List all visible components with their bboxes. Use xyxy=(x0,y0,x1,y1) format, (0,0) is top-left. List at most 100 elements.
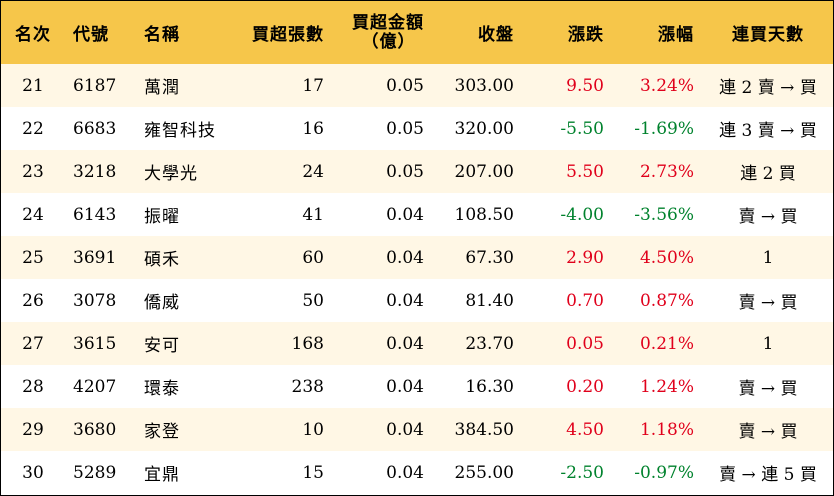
table-row: 27 3615 安可 168 0.04 23.70 0.05 0.21% 1 xyxy=(1,322,833,365)
cell-close-price: 108.50 xyxy=(454,204,514,225)
cell-consecutive-buy-days: 賣 → 買 xyxy=(738,379,798,399)
cell-net-buy-amount: 0.04 xyxy=(386,376,424,397)
cell-change-percent: 4.50% xyxy=(639,247,694,268)
cell-stock-code: 5289 xyxy=(73,462,117,483)
header-change: 漲跌 xyxy=(568,25,604,45)
cell-consecutive-buy-days: 賣 → 連 5 買 xyxy=(719,465,817,485)
header-net-buy-amount: 買超金額 （億） xyxy=(331,1,424,64)
header-change-percent: 漲幅 xyxy=(658,25,694,45)
cell-change-percent: 1.24% xyxy=(639,376,694,397)
cell-net-buy-amount: 0.04 xyxy=(386,462,424,483)
table-row: 21 6187 萬潤 17 0.05 303.00 9.50 3.24% 連 2 賣 → 買 xyxy=(1,64,833,107)
header-close: 收盤 xyxy=(478,25,514,45)
table-row: 25 3691 碩禾 60 0.04 67.30 2.90 4.50% 1 xyxy=(1,236,833,279)
cell-rank: 25 xyxy=(22,247,44,268)
cell-stock-name: 環泰 xyxy=(144,379,180,399)
cell-net-buy-amount: 0.04 xyxy=(386,419,424,440)
cell-stock-name: 宜鼎 xyxy=(144,465,180,485)
cell-price-change: 0.20 xyxy=(566,376,604,397)
table-row: 24 6143 振曜 41 0.04 108.50 -4.00 -3.56% 賣 → 買 xyxy=(1,193,833,236)
cell-consecutive-buy-days: 連 3 賣 → 買 xyxy=(719,121,817,141)
cell-change-percent: 3.24% xyxy=(639,75,694,96)
cell-rank: 27 xyxy=(22,333,44,354)
cell-close-price: 81.40 xyxy=(465,290,514,311)
cell-stock-name: 僑威 xyxy=(144,293,180,313)
cell-net-buy-shares: 17 xyxy=(302,75,324,96)
cell-price-change: -4.00 xyxy=(560,204,604,225)
table-row: 23 3218 大學光 24 0.05 207.00 5.50 2.73% 連 2 買 xyxy=(1,150,833,193)
cell-change-percent: 0.21% xyxy=(639,333,694,354)
cell-change-percent: -3.56% xyxy=(634,204,694,225)
cell-change-percent: 1.18% xyxy=(639,419,694,440)
header-net-buy-amount-line1: 買超金額 xyxy=(352,12,424,33)
cell-stock-code: 3680 xyxy=(73,419,117,440)
cell-rank: 22 xyxy=(22,118,44,139)
cell-stock-name: 萬潤 xyxy=(144,78,180,98)
cell-stock-code: 3691 xyxy=(73,247,117,268)
table-row: 26 3078 僑威 50 0.04 81.40 0.70 0.87% 賣 → 買 xyxy=(1,279,833,322)
cell-rank: 26 xyxy=(22,290,44,311)
cell-stock-code: 3078 xyxy=(73,290,117,311)
table-row: 30 5289 宜鼎 15 0.04 255.00 -2.50 -0.97% 賣 → 連 5 買 xyxy=(1,451,833,494)
cell-price-change: 2.90 xyxy=(566,247,604,268)
cell-consecutive-buy-days: 賣 → 買 xyxy=(738,293,798,313)
cell-rank: 28 xyxy=(22,376,44,397)
cell-stock-name: 碩禾 xyxy=(144,250,180,270)
cell-stock-code: 6187 xyxy=(73,75,117,96)
cell-consecutive-buy-days: 1 xyxy=(762,333,774,354)
cell-net-buy-shares: 10 xyxy=(302,419,324,440)
cell-net-buy-shares: 41 xyxy=(302,204,324,225)
cell-close-price: 384.50 xyxy=(454,419,514,440)
cell-price-change: 5.50 xyxy=(566,161,604,182)
cell-rank: 30 xyxy=(22,462,44,483)
table-row: 29 3680 家登 10 0.04 384.50 4.50 1.18% 賣 → 買 xyxy=(1,408,833,451)
cell-price-change: 9.50 xyxy=(566,75,604,96)
cell-net-buy-shares: 15 xyxy=(302,462,324,483)
cell-price-change: 4.50 xyxy=(566,419,604,440)
cell-net-buy-amount: 0.05 xyxy=(386,161,424,182)
table-row: 28 4207 環泰 238 0.04 16.30 0.20 1.24% 賣 → 買 xyxy=(1,365,833,408)
header-rank: 名次 xyxy=(15,25,51,45)
cell-stock-name: 家登 xyxy=(144,422,180,442)
cell-price-change: 0.05 xyxy=(566,333,604,354)
cell-stock-code: 3218 xyxy=(73,161,117,182)
cell-stock-name: 振曜 xyxy=(144,207,180,227)
cell-rank: 23 xyxy=(22,161,44,182)
header-code: 代號 xyxy=(73,25,109,45)
cell-close-price: 207.00 xyxy=(454,161,514,182)
cell-net-buy-amount: 0.04 xyxy=(386,290,424,311)
cell-net-buy-shares: 24 xyxy=(302,161,324,182)
cell-close-price: 16.30 xyxy=(465,376,514,397)
table-header: 名次 代號 名稱 買超張數 買超金額 （億） 收盤 漲跌 漲幅 連買天數 xyxy=(1,1,833,64)
cell-consecutive-buy-days: 賣 → 買 xyxy=(738,422,798,442)
cell-consecutive-buy-days: 1 xyxy=(762,247,774,268)
cell-net-buy-amount: 0.05 xyxy=(386,118,424,139)
cell-change-percent: 2.73% xyxy=(639,161,694,182)
cell-close-price: 303.00 xyxy=(454,75,514,96)
cell-net-buy-shares: 50 xyxy=(302,290,324,311)
cell-net-buy-amount: 0.04 xyxy=(386,204,424,225)
header-net-buy-shares: 買超張數 xyxy=(252,25,324,45)
cell-net-buy-shares: 16 xyxy=(302,118,324,139)
cell-stock-name: 雍智科技 xyxy=(144,121,216,141)
cell-close-price: 23.70 xyxy=(465,333,514,354)
cell-net-buy-amount: 0.04 xyxy=(386,247,424,268)
header-consecutive-buy-days: 連買天數 xyxy=(732,25,804,45)
header-net-buy-amount-unit: （億） xyxy=(361,31,416,52)
cell-consecutive-buy-days: 連 2 買 xyxy=(740,164,796,184)
cell-close-price: 320.00 xyxy=(454,118,514,139)
table-row: 22 6683 雍智科技 16 0.05 320.00 -5.50 -1.69% 連 3 賣 →… xyxy=(1,107,833,150)
header-name: 名稱 xyxy=(144,25,180,45)
cell-stock-code: 6143 xyxy=(73,204,117,225)
cell-rank: 24 xyxy=(22,204,44,225)
cell-close-price: 67.30 xyxy=(465,247,514,268)
cell-change-percent: 0.87% xyxy=(639,290,694,311)
cell-price-change: -5.50 xyxy=(560,118,604,139)
cell-net-buy-shares: 168 xyxy=(291,333,324,354)
cell-price-change: -2.50 xyxy=(560,462,604,483)
cell-stock-code: 3615 xyxy=(73,333,117,354)
cell-stock-name: 大學光 xyxy=(144,164,198,184)
cell-net-buy-amount: 0.05 xyxy=(386,75,424,96)
cell-net-buy-amount: 0.04 xyxy=(386,333,424,354)
